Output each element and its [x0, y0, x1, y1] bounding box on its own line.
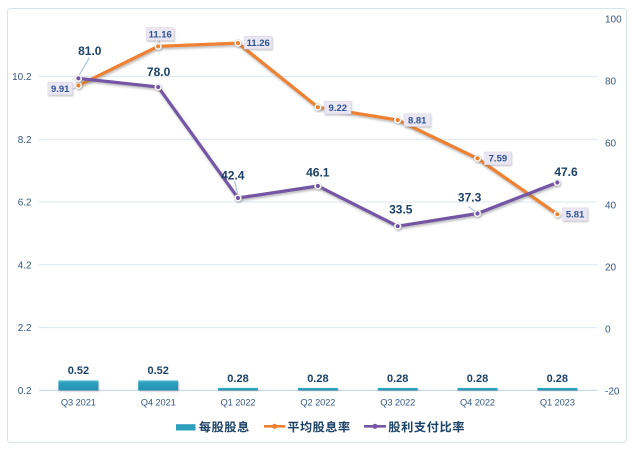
svg-text:78.0: 78.0: [147, 65, 171, 79]
svg-text:4.2: 4.2: [18, 260, 32, 271]
svg-text:Q4 2021: Q4 2021: [141, 398, 176, 408]
svg-text:37.3: 37.3: [458, 191, 482, 205]
svg-text:47.6: 47.6: [554, 165, 578, 179]
svg-text:80: 80: [605, 76, 617, 87]
svg-text:Q2 2022: Q2 2022: [300, 398, 335, 408]
svg-text:0.28: 0.28: [547, 373, 568, 385]
svg-text:Q4 2022: Q4 2022: [460, 398, 495, 408]
svg-text:7.59: 7.59: [489, 154, 508, 165]
svg-text:9.91: 9.91: [51, 84, 70, 95]
svg-text:6.2: 6.2: [18, 198, 32, 209]
svg-text:-20: -20: [605, 387, 620, 398]
svg-text:81.0: 81.0: [78, 44, 102, 58]
svg-text:11.16: 11.16: [149, 29, 172, 40]
svg-text:5.81: 5.81: [566, 210, 585, 221]
svg-text:0.28: 0.28: [387, 373, 408, 385]
svg-text:Q1 2023: Q1 2023: [540, 398, 575, 408]
svg-text:9.22: 9.22: [329, 103, 348, 114]
svg-text:8.81: 8.81: [408, 116, 427, 127]
svg-text:2.2: 2.2: [18, 323, 32, 334]
svg-text:11.26: 11.26: [247, 38, 270, 49]
svg-text:Q3 2022: Q3 2022: [380, 398, 415, 408]
svg-text:0.28: 0.28: [307, 373, 328, 385]
svg-text:0.52: 0.52: [147, 365, 168, 377]
svg-text:0.52: 0.52: [68, 365, 89, 377]
svg-text:20: 20: [605, 263, 617, 274]
svg-text:Q1 2022: Q1 2022: [221, 398, 256, 408]
svg-text:0.2: 0.2: [18, 386, 32, 397]
svg-text:Q3 2021: Q3 2021: [61, 398, 96, 408]
svg-text:10.2: 10.2: [12, 72, 32, 83]
svg-text:0.28: 0.28: [227, 373, 248, 385]
svg-text:42.4: 42.4: [221, 168, 245, 182]
svg-text:0: 0: [605, 325, 611, 336]
svg-text:46.1: 46.1: [306, 165, 330, 179]
svg-text:100: 100: [605, 14, 622, 25]
svg-text:8.2: 8.2: [18, 135, 32, 146]
svg-text:0.28: 0.28: [467, 373, 488, 385]
svg-text:40: 40: [605, 201, 617, 212]
svg-text:33.5: 33.5: [389, 202, 413, 216]
svg-text:60: 60: [605, 139, 617, 150]
